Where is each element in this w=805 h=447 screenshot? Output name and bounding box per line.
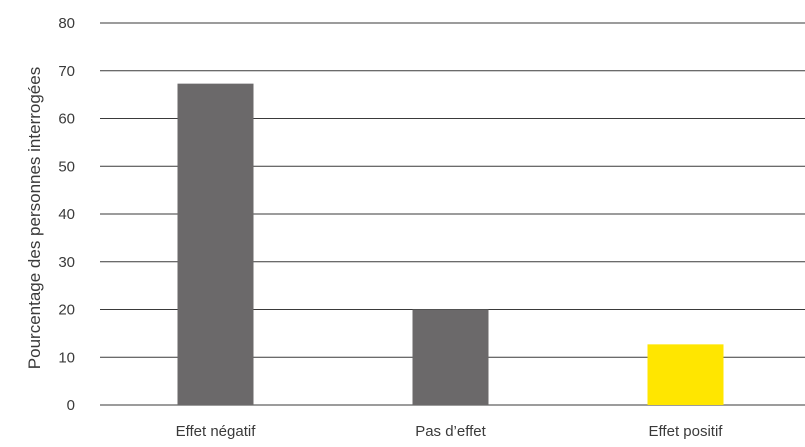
y-axis-title: Pourcentage des personnes interrogées: [25, 67, 44, 369]
x-category-labels: Effet négatif Pas d’effet Effet positif: [176, 423, 724, 440]
bars: [177, 83, 724, 405]
x-category-label: Pas d’effet: [415, 423, 486, 440]
y-tick-label: 60: [58, 111, 75, 128]
y-tick-label: 0: [67, 397, 75, 414]
y-tick-labels: 0 10 20 30 40 50 60 70 80: [58, 15, 75, 414]
y-tick-label: 30: [58, 254, 75, 271]
y-tick-label: 50: [58, 158, 75, 175]
x-category-label: Effet négatif: [176, 423, 257, 440]
bar-3: [647, 344, 724, 405]
y-tick-label: 70: [58, 63, 75, 80]
y-tick-label: 10: [58, 349, 75, 366]
y-tick-label: 80: [58, 15, 75, 32]
bar-1: [177, 83, 254, 405]
x-category-label: Effet positif: [649, 423, 724, 440]
bar-2: [412, 309, 489, 405]
y-tick-label: 40: [58, 206, 75, 223]
y-tick-label: 20: [58, 302, 75, 319]
